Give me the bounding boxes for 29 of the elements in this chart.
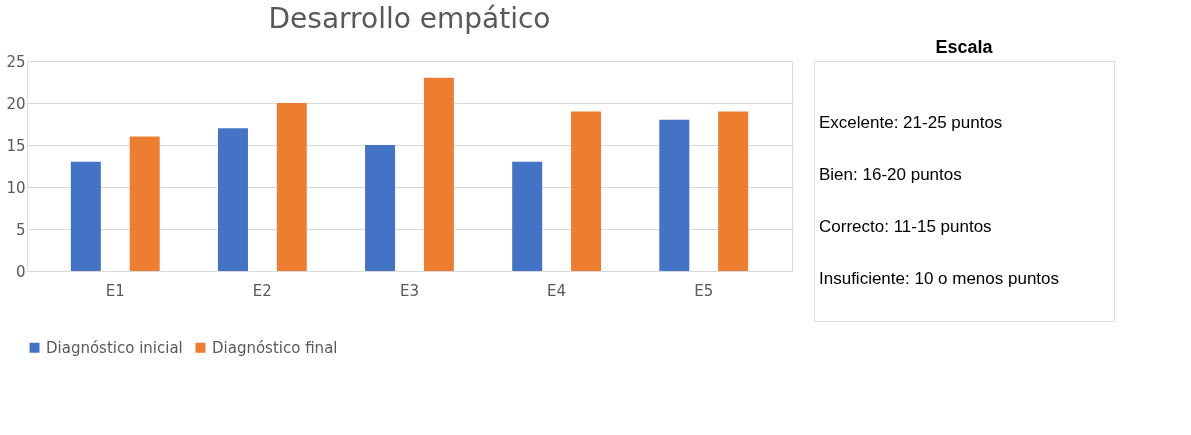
y-tick-label: 10: [6, 178, 26, 197]
y-tick-label: 25: [6, 52, 26, 71]
bar: [276, 103, 307, 271]
bar: [423, 77, 454, 271]
text: Bien: 16-20 puntos: [819, 165, 962, 185]
bar: [512, 161, 543, 271]
bar: [571, 111, 602, 271]
y-tick-label: 5: [15, 220, 26, 239]
y-tick-label: 20: [6, 94, 26, 113]
bar: [365, 145, 396, 271]
bar: [217, 128, 248, 271]
chart-title: Desarrollo empático: [268, 2, 551, 35]
bar: [659, 119, 690, 271]
x-tick-label: E3: [399, 281, 420, 300]
legend-label: Diagnóstico inicial: [46, 338, 183, 357]
y-tick-label: 0: [15, 262, 26, 281]
x-tick-label: E1: [105, 281, 125, 300]
bar: [70, 161, 101, 271]
y-tick-label: 15: [6, 136, 26, 155]
text: Insuficiente: 10 o menos puntos: [819, 269, 1060, 289]
x-tick-label: E4: [547, 281, 567, 300]
x-tick-label: E2: [252, 281, 272, 300]
text: Excelente: 21-25 puntos: [819, 113, 1003, 133]
bar: [129, 136, 160, 271]
text: Escala: [935, 37, 994, 57]
text: Correcto: 11-15 puntos: [819, 217, 992, 237]
legend-label: Diagnóstico final: [212, 338, 338, 357]
x-tick-label: E5: [694, 281, 714, 300]
bar: [718, 111, 749, 271]
